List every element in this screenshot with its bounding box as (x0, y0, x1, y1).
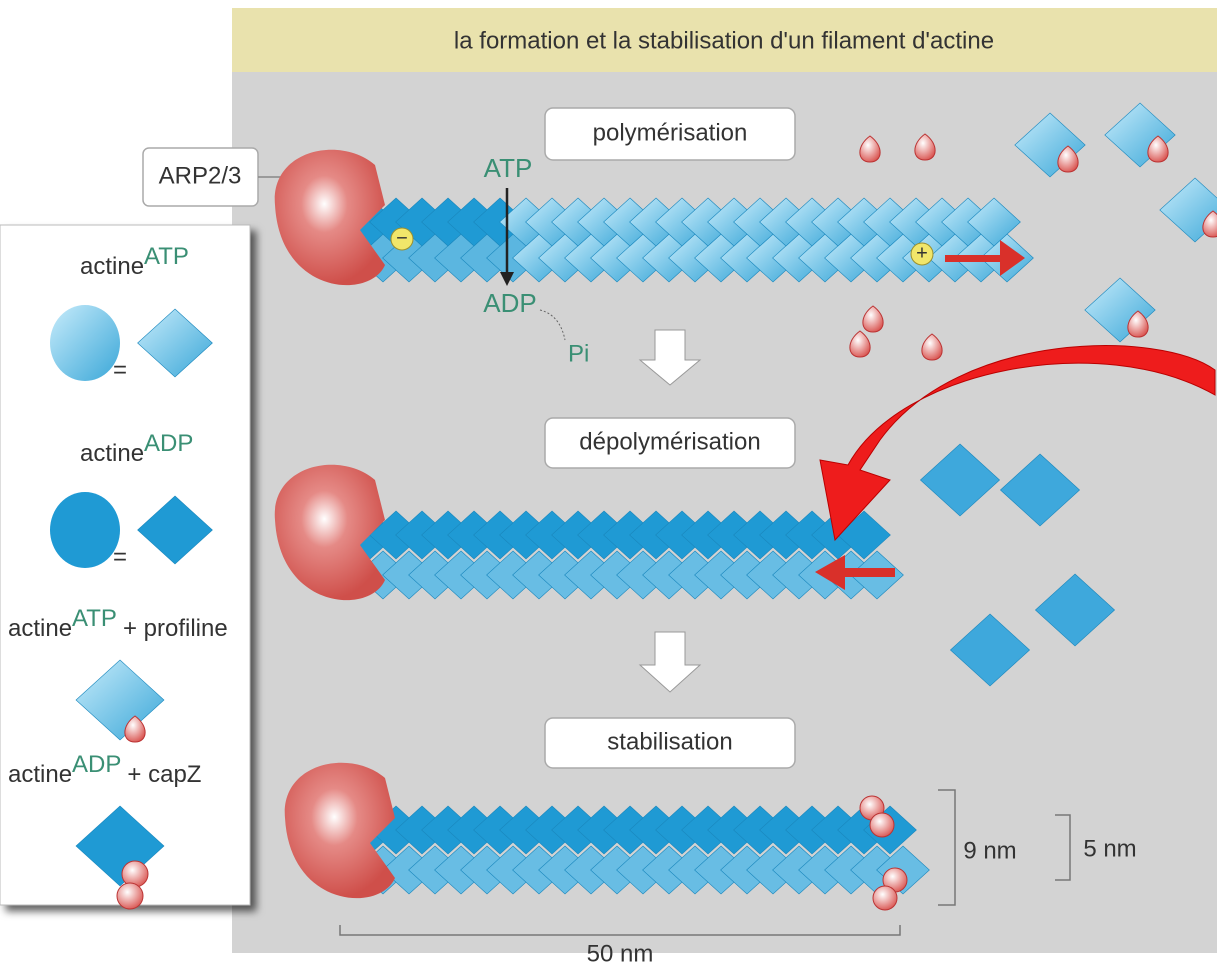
legend-equals: = (113, 543, 127, 570)
title: la formation et la stabilisation d'un fi… (454, 27, 994, 54)
dimension-label: 5 nm (1083, 835, 1136, 862)
legend-name: actine (8, 615, 72, 642)
cap-protein (122, 861, 148, 887)
legend-sup: ATP (144, 243, 189, 270)
actin-open (50, 305, 120, 381)
step-label: stabilisation (607, 728, 732, 755)
dimension-label: 50 nm (587, 940, 654, 967)
legend-name: actine (8, 761, 72, 788)
minus-label: − (396, 227, 408, 249)
arp-label: ARP2/3 (159, 162, 242, 189)
atp-label: ATP (484, 153, 533, 183)
step-label: dépolymérisation (579, 428, 760, 455)
dimension-label: 9 nm (963, 837, 1016, 864)
legend-suffix: + capZ (127, 761, 201, 788)
legend-name: actine (80, 440, 144, 467)
legend-suffix: + profiline (123, 615, 228, 642)
pi-label: Pi (568, 340, 589, 367)
step-label: polymérisation (593, 119, 748, 146)
diagram: la formation et la stabilisation d'un fi… (0, 0, 1217, 969)
adp-label: ADP (483, 288, 536, 318)
legend-sup: ATP (72, 605, 117, 632)
legend-sup: ADP (72, 751, 121, 778)
legend-name: actine (80, 253, 144, 280)
cap-protein (873, 886, 897, 910)
actin-open (50, 492, 120, 568)
legend-equals: = (113, 356, 127, 383)
plus-label: + (916, 242, 928, 264)
legend-sup: ADP (144, 430, 193, 457)
cap-protein (870, 813, 894, 837)
cap-protein (117, 883, 143, 909)
